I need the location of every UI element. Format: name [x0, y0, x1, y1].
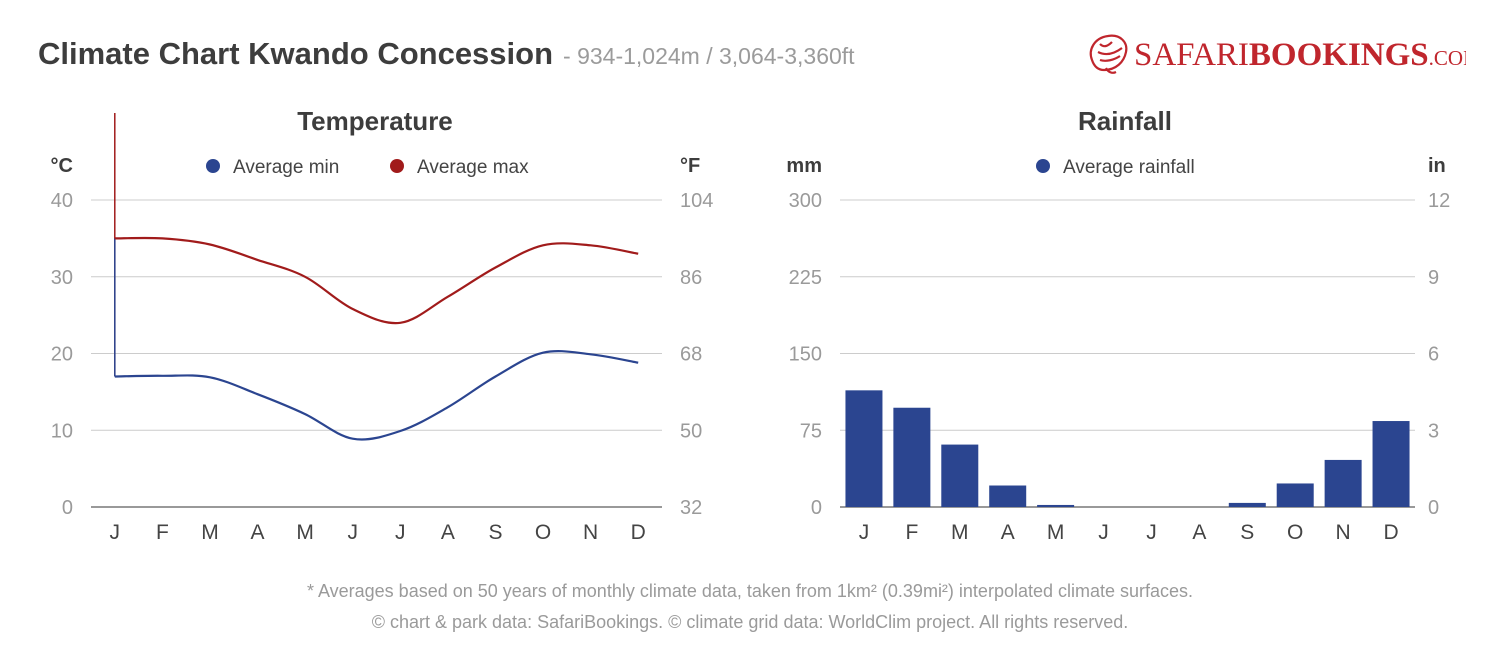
- y-tick-label-right: 32: [680, 497, 702, 519]
- rainfall-bar: [1228, 502, 1266, 507]
- rainfall-bar: [1324, 459, 1362, 507]
- y-tick-label: 300: [789, 190, 822, 212]
- rainfall-bar: [1037, 504, 1075, 507]
- y-tick-label-right: 104: [680, 190, 713, 212]
- x-tick-label: A: [441, 521, 455, 544]
- x-tick-label: F: [905, 521, 918, 544]
- legend-label: Average max: [417, 157, 529, 178]
- footer-note: * Averages based on 50 years of monthly …: [306, 581, 1194, 601]
- x-tick-label: J: [859, 521, 870, 544]
- legend-marker: [206, 159, 220, 173]
- x-tick-label: F: [156, 521, 169, 544]
- chart-title: Rainfall: [1078, 106, 1172, 136]
- rainfall-bar: [941, 444, 979, 507]
- y-tick-label-right: 12: [1428, 190, 1450, 212]
- y-axis-unit-left: °C: [51, 155, 73, 177]
- legend-marker: [1036, 159, 1050, 173]
- y-tick-label: 40: [51, 190, 73, 212]
- header: Climate Chart Kwando Concession - 934-1,0…: [38, 36, 855, 72]
- y-tick-label-right: 0: [1428, 497, 1439, 519]
- x-tick-label: S: [488, 521, 502, 544]
- x-tick-label: M: [201, 521, 219, 544]
- legend-label: Average min: [233, 157, 339, 178]
- chart-title: Temperature: [297, 106, 453, 136]
- x-tick-label: J: [347, 521, 358, 544]
- y-tick-label: 225: [789, 267, 822, 289]
- lion-head-icon: [1089, 34, 1128, 74]
- legend-marker: [390, 159, 404, 173]
- y-tick-label: 20: [51, 344, 73, 366]
- y-tick-label: 0: [62, 497, 73, 519]
- x-tick-label: O: [1287, 521, 1303, 544]
- temperature-chart: 40 104 30 86 20 68 10 50 0 32 Temperature °C °F Avera…: [51, 106, 714, 544]
- x-tick-label: A: [1192, 521, 1206, 544]
- y-tick-label: 10: [51, 420, 73, 442]
- y-axis-unit-left: mm: [786, 155, 822, 177]
- rainfall-bar: [893, 407, 931, 507]
- x-tick-label: S: [1240, 521, 1254, 544]
- y-tick-label-right: 68: [680, 344, 702, 366]
- y-axis-unit-right: °F: [680, 155, 700, 177]
- y-tick-label: 150: [789, 344, 822, 366]
- rainfall-bar: [845, 390, 883, 507]
- x-tick-label: M: [296, 521, 314, 544]
- y-tick-label-right: 3: [1428, 420, 1439, 442]
- legend-label: Average rainfall: [1063, 157, 1195, 178]
- y-tick-label-right: 9: [1428, 267, 1439, 289]
- elevation-subtitle: - 934-1,024m / 3,064-3,360ft: [563, 43, 855, 69]
- x-tick-label: D: [631, 521, 646, 544]
- x-tick-label: A: [251, 521, 265, 544]
- y-tick-label-right: 6: [1428, 344, 1439, 366]
- y-tick-label-right: 86: [680, 267, 702, 289]
- average-max-line: [114, 236, 639, 325]
- logo-text-main: BOOKINGS: [1249, 37, 1429, 73]
- x-tick-label: J: [1098, 521, 1109, 544]
- y-tick-label: 75: [800, 420, 822, 442]
- y-tick-label: 30: [51, 267, 73, 289]
- footer-copyright: © chart & park data: SafariBookings. © c…: [371, 612, 1129, 632]
- x-tick-label: A: [1001, 521, 1015, 544]
- logo-text-suffix: .COM: [1429, 46, 1466, 70]
- x-tick-label: N: [583, 521, 598, 544]
- x-tick-label: D: [1383, 521, 1398, 544]
- x-tick-label: J: [1146, 521, 1157, 544]
- rainfall-bar: [1372, 421, 1410, 507]
- average-min-line: [114, 350, 639, 441]
- x-tick-label: M: [1047, 521, 1065, 544]
- svg-text:SAFARIBOOKINGS.COM: SAFARIBOOKINGS.COM: [1134, 37, 1466, 73]
- y-axis-unit-right: in: [1428, 155, 1446, 177]
- rainfall-bar: [1276, 483, 1314, 507]
- x-tick-label: O: [535, 521, 551, 544]
- page-title: Climate Chart Kwando Concession: [38, 36, 554, 71]
- x-tick-label: J: [110, 521, 121, 544]
- x-tick-label: M: [951, 521, 969, 544]
- safaribookings-logo[interactable]: SAFARIBOOKINGS.COM: [1086, 30, 1466, 76]
- y-tick-label-right: 50: [680, 420, 702, 442]
- x-tick-label: N: [1336, 521, 1351, 544]
- logo-text-prefix: SAFARI: [1134, 37, 1249, 73]
- rainfall-bar: [989, 485, 1027, 507]
- y-tick-label: 0: [811, 497, 822, 519]
- x-tick-label: J: [395, 521, 406, 544]
